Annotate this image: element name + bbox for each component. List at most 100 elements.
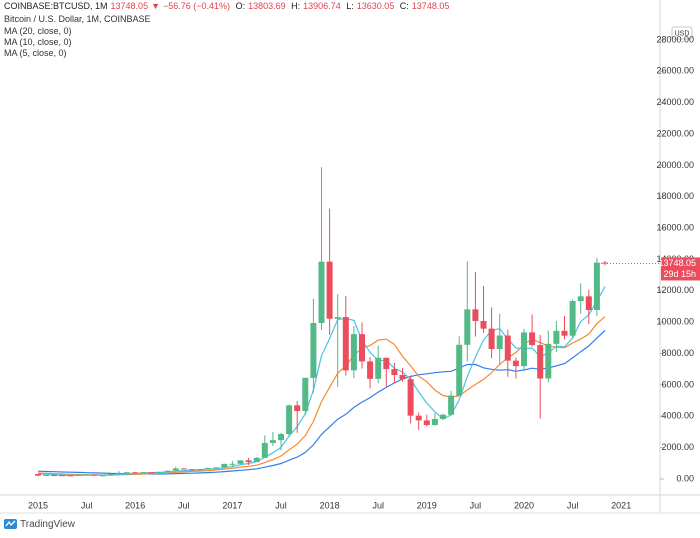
candle-body xyxy=(172,468,179,471)
candle-body xyxy=(99,475,106,477)
candle xyxy=(302,377,309,415)
candle xyxy=(83,474,90,476)
candle xyxy=(116,471,122,475)
x-tick-label: Jul xyxy=(567,500,579,510)
candle-body xyxy=(156,471,163,473)
candle-body xyxy=(423,420,430,426)
y-tick-label: 10000.00 xyxy=(656,317,694,327)
candle-body xyxy=(359,334,365,362)
candle-body xyxy=(440,414,446,419)
candle-body xyxy=(51,475,58,477)
change: −56.76 (−0.41%) xyxy=(163,1,231,11)
candle xyxy=(350,325,357,379)
candle xyxy=(132,471,139,474)
y-tick-label: 8000.00 xyxy=(661,348,694,358)
y-tick-label: 0.00 xyxy=(676,473,694,483)
candle-body xyxy=(253,457,260,463)
candle-body xyxy=(521,332,527,367)
candle xyxy=(59,474,66,477)
candle-body xyxy=(456,344,463,396)
candle xyxy=(448,390,455,415)
y-tick-label: 18000.00 xyxy=(656,191,694,201)
candle-body xyxy=(504,335,511,361)
candle xyxy=(188,469,195,471)
candle xyxy=(342,295,349,376)
open-value: 13803.69 xyxy=(248,1,286,11)
x-tick-label: Jul xyxy=(372,500,384,510)
y-tick-label: 2000.00 xyxy=(661,442,694,452)
candle xyxy=(553,320,560,353)
candle-body xyxy=(286,405,293,435)
currency-box xyxy=(671,26,693,40)
candle xyxy=(545,330,552,383)
candle xyxy=(75,474,82,476)
x-tick-label: 2017 xyxy=(222,500,242,510)
candle-body xyxy=(229,463,236,465)
candle-body xyxy=(464,309,471,345)
candle xyxy=(156,471,163,473)
candle-body xyxy=(577,296,584,302)
high-value: 13906.74 xyxy=(303,1,341,11)
x-tick-label: Jul xyxy=(81,500,93,510)
candle xyxy=(561,315,568,340)
candle-body xyxy=(91,474,98,476)
y-tick-label: 22000.00 xyxy=(656,128,694,138)
y-tick-label: 28000.00 xyxy=(656,34,694,44)
candle-body xyxy=(334,317,341,319)
candle xyxy=(221,463,228,468)
candle-body xyxy=(245,460,252,463)
y-tick-label: 26000.00 xyxy=(656,66,694,76)
candle-body xyxy=(294,405,301,411)
candle xyxy=(464,261,471,362)
candle-body xyxy=(318,261,325,323)
candle xyxy=(593,257,600,317)
candle xyxy=(294,400,301,433)
candle xyxy=(180,468,187,470)
candle-body xyxy=(116,473,122,475)
legend-entry[interactable]: MA (5, close, 0) xyxy=(4,48,67,58)
candle xyxy=(440,413,446,420)
x-tick-label: 2015 xyxy=(28,500,48,510)
candle-body xyxy=(407,379,414,416)
candle-body xyxy=(448,395,455,415)
y-tick-label: 12000.00 xyxy=(656,285,694,295)
candle xyxy=(496,313,503,365)
y-tick-label: 24000.00 xyxy=(656,97,694,107)
candle-body xyxy=(342,317,349,371)
candle xyxy=(213,467,220,469)
candle xyxy=(391,362,398,384)
candle-body xyxy=(188,469,195,471)
candle xyxy=(334,294,341,387)
candle-body xyxy=(59,475,66,477)
candle xyxy=(569,299,576,339)
candle-body xyxy=(205,468,212,470)
candle-body xyxy=(375,357,382,379)
x-tick-label: 2021 xyxy=(611,500,631,510)
candle-body xyxy=(512,360,519,367)
candle xyxy=(488,307,495,359)
close-value: 13748.05 xyxy=(411,1,450,11)
candle xyxy=(367,357,374,389)
open-label: O: xyxy=(235,1,246,11)
x-tick-label: 2020 xyxy=(514,500,534,510)
legend-entry[interactable]: MA (20, close, 0) xyxy=(4,26,72,36)
candle xyxy=(35,473,41,477)
candle xyxy=(326,208,333,335)
candle xyxy=(245,457,252,466)
candle-body xyxy=(545,343,552,379)
candle-body xyxy=(213,467,220,469)
symbol-header: COINBASE:BTCUSD, 1M 13748.05 ▼ −56.76 (−0.4… xyxy=(4,1,452,11)
candle xyxy=(164,470,171,473)
legend-entry[interactable]: MA (10, close, 0) xyxy=(4,37,72,47)
currency: USD xyxy=(675,30,690,37)
candle-body xyxy=(569,301,576,336)
candle xyxy=(383,357,390,387)
candle xyxy=(91,474,98,476)
candle xyxy=(67,475,74,477)
candle xyxy=(172,466,179,471)
candle-body xyxy=(326,261,333,319)
candle-body xyxy=(83,474,90,476)
candle xyxy=(237,460,244,465)
candle-body xyxy=(537,345,544,379)
